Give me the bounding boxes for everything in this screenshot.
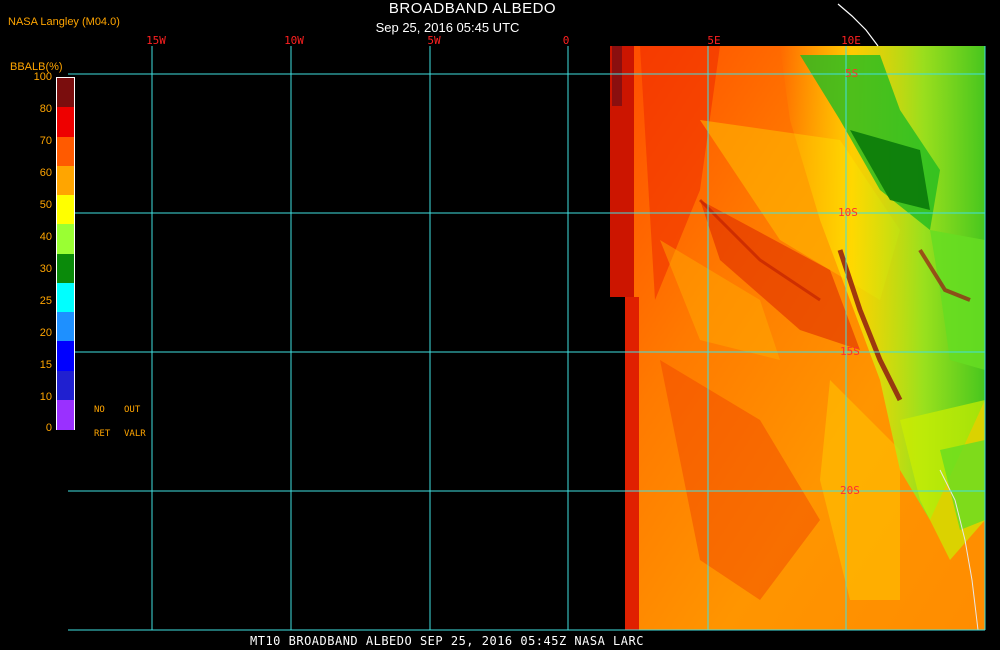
legend-tick: 40 — [39, 231, 52, 243]
longitude-label: 15W — [146, 34, 166, 47]
legend-note-out: OUT — [124, 405, 141, 415]
legend-tick: 50 — [39, 199, 52, 211]
legend-swatch — [57, 253, 74, 284]
lat-lon-grid — [68, 46, 986, 631]
legend-tick: 30 — [39, 263, 52, 275]
latitude-label: 10S — [838, 206, 858, 219]
producer-label: NASA Langley (M04.0) — [8, 16, 120, 28]
legend-tick: 100 — [33, 71, 52, 83]
image-title: BROADBAND ALBEDO — [388, 0, 557, 17]
legend-tick: 0 — [45, 422, 52, 434]
legend-title: BBALB(%) — [10, 61, 63, 73]
legend-tick: 25 — [39, 295, 52, 307]
albedo-imagery — [610, 46, 985, 630]
legend-swatch — [57, 195, 74, 225]
footer-caption: MT10 BROADBAND ALBEDO SEP 25, 2016 05:45… — [250, 634, 644, 648]
legend-swatch — [57, 341, 74, 372]
longitude-label: 0 — [562, 34, 570, 47]
legend-tick: 20 — [39, 327, 52, 339]
legend-swatch — [57, 312, 74, 342]
latitude-label: 20S — [840, 484, 860, 497]
legend-note-valr: VALR — [124, 429, 146, 439]
longitude-label: 5W — [427, 34, 441, 47]
legend-tick: 70 — [39, 135, 52, 147]
latitude-label: 5S — [845, 67, 859, 80]
legend-swatch — [57, 399, 74, 430]
legend-note-ret: RET — [94, 429, 111, 439]
longitude-label: 10E — [841, 34, 861, 47]
legend-tick: 80 — [39, 103, 52, 115]
longitude-label: 5E — [707, 34, 721, 47]
legend-tick: 10 — [39, 391, 52, 403]
latitude-label: 15S — [840, 345, 860, 358]
legend-swatch — [57, 136, 74, 167]
legend-tick: 15 — [39, 359, 52, 371]
legend-swatch — [57, 370, 74, 401]
legend-swatch — [57, 224, 74, 255]
coastline — [837, 3, 879, 47]
legend-tick: 60 — [39, 167, 52, 179]
image-timestamp: Sep 25, 2016 05:45 UTC — [375, 20, 520, 35]
legend-swatch — [57, 78, 74, 108]
longitude-label: 10W — [284, 34, 304, 47]
legend-swatch — [57, 165, 74, 196]
legend-note-no: NO — [94, 405, 105, 415]
legend-swatch — [57, 107, 74, 138]
legend-swatch — [57, 282, 74, 313]
